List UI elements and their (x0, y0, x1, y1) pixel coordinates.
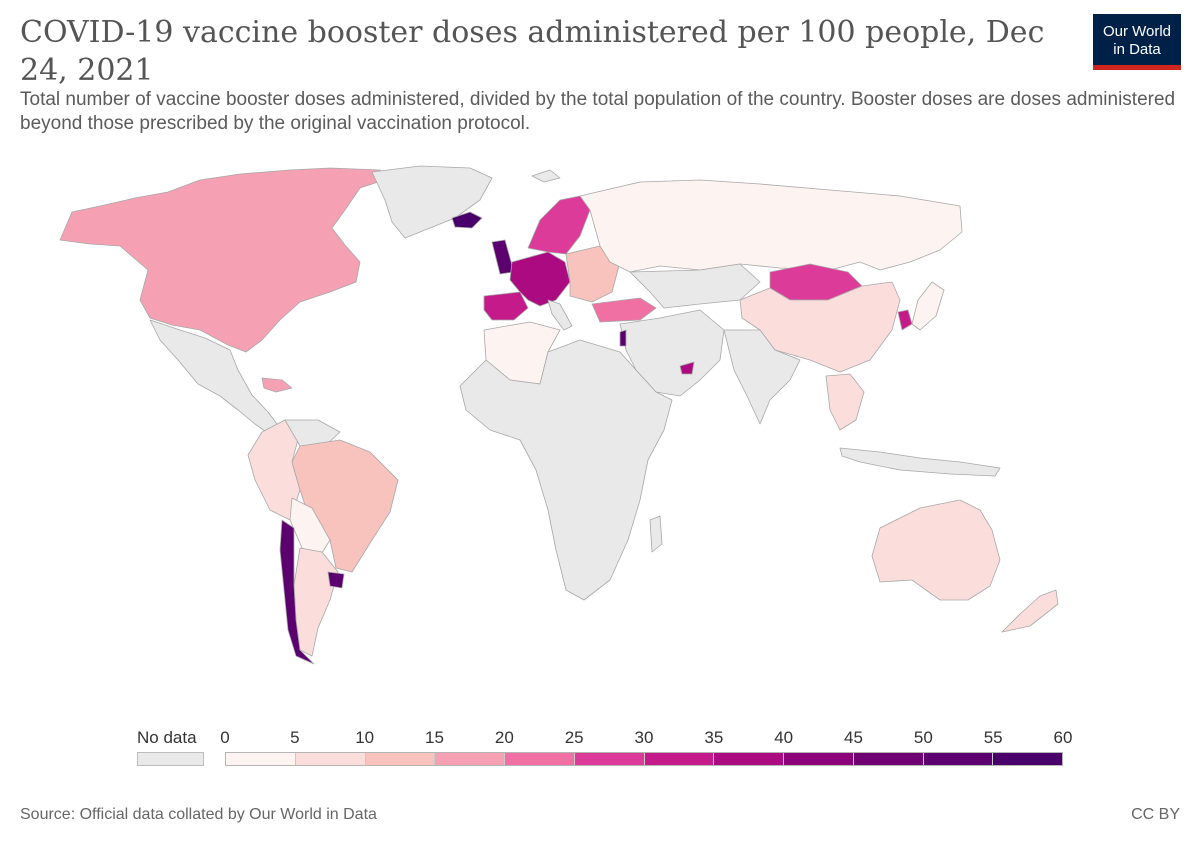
legend-tick-label: 20 (494, 728, 514, 747)
owid-logo[interactable]: Our World in Data (1093, 14, 1181, 70)
logo-line-2: in Data (1113, 41, 1161, 58)
region-iberia[interactable] (483, 291, 529, 321)
legend-tick-label: 0 (220, 728, 230, 747)
legend-tick-label: 5 (290, 728, 300, 747)
legend-tick-label: 15 (425, 728, 444, 747)
legend-tick-label: 10 (355, 728, 375, 747)
legend-bin (574, 753, 645, 765)
region-southeast-asia[interactable] (825, 373, 865, 431)
legend-tick-label: 25 (564, 728, 584, 747)
legend-no-data-label: No data (137, 728, 197, 747)
source-note: Source: Official data collated by Our Wo… (20, 806, 377, 823)
region-uk[interactable] (491, 239, 515, 275)
legend-bin (505, 753, 575, 765)
legend-tick-label: 55 (983, 728, 1003, 747)
region-south-korea[interactable] (897, 309, 913, 331)
region-north-america[interactable] (59, 167, 391, 353)
legend-bin (853, 753, 924, 765)
region-chile[interactable] (279, 519, 315, 665)
legend-tick-label: 60 (1053, 728, 1073, 747)
region-australia[interactable] (871, 499, 1001, 601)
region-indonesia[interactable] (839, 447, 1001, 477)
legend-tick-label: 40 (774, 728, 794, 747)
legend-bin (365, 753, 436, 765)
region-caribbean[interactable] (261, 377, 293, 393)
legend-tick-label: 45 (844, 728, 863, 747)
legend-bin (923, 753, 994, 765)
legend-bin (226, 753, 296, 765)
legend-bin (435, 753, 505, 765)
region-argentina[interactable] (293, 547, 339, 657)
region-scandinavia[interactable] (527, 195, 591, 255)
region-middle-east[interactable] (619, 309, 725, 397)
legend-ticks: 0 5 10 15 20 25 30 35 40 45 50 55 60 (220, 728, 1072, 748)
world-map (59, 165, 1059, 665)
region-japan[interactable] (911, 281, 945, 331)
region-iceland[interactable] (451, 211, 483, 229)
region-russia[interactable] (579, 179, 963, 273)
region-new-zealand[interactable] (1001, 589, 1059, 633)
legend-bin (993, 753, 1062, 765)
region-israel[interactable] (619, 329, 627, 347)
logo-line-1: Our World (1102, 23, 1172, 40)
legend-color-scale (225, 752, 1063, 766)
region-uae[interactable] (679, 361, 695, 375)
legend-bin (295, 753, 366, 765)
region-greenland[interactable] (371, 165, 493, 239)
region-western-europe[interactable] (509, 251, 571, 307)
legend-no-data-swatch (137, 752, 204, 766)
chart-title: COVID-19 vaccine booster doses administe… (20, 15, 1045, 88)
region-venezuela[interactable] (284, 419, 341, 447)
legend-bin (714, 753, 784, 765)
region-italy[interactable] (547, 299, 573, 331)
legend-tick-label: 30 (634, 728, 654, 747)
legend-tick-label: 35 (704, 728, 724, 747)
region-svalbard[interactable] (531, 169, 561, 183)
region-turkey[interactable] (591, 297, 657, 323)
region-africa[interactable] (459, 339, 673, 601)
license-label[interactable]: CC BY (1131, 806, 1180, 823)
chart-subtitle: Total number of vaccine booster doses ad… (20, 89, 1176, 134)
region-brazil[interactable] (291, 439, 399, 573)
legend-bin (784, 753, 854, 765)
region-madagascar[interactable] (649, 515, 663, 553)
legend-tick-label: 50 (913, 728, 933, 747)
region-india[interactable] (723, 329, 801, 425)
region-uruguay[interactable] (327, 571, 345, 589)
legend-bin (644, 753, 715, 765)
